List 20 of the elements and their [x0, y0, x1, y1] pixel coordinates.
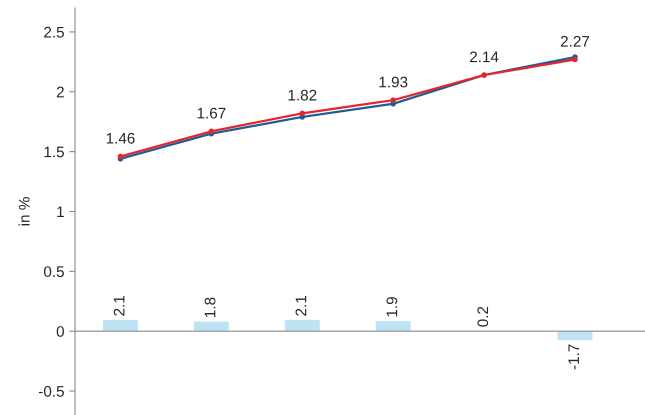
y-tick-label: 1 [57, 206, 64, 218]
y-tick-label: 2.5 [44, 26, 64, 38]
y-axis-title: in % [18, 197, 30, 226]
data-label: -1.7 [568, 344, 579, 370]
y-tick-label: 2 [56, 86, 64, 98]
data-label: 2.1 [114, 296, 124, 316]
data-label: 1.93 [379, 76, 408, 88]
data-label: 2.14 [470, 51, 499, 62]
y-tick-label: 0.5 [44, 266, 64, 278]
y-tick-label: -0.5 [38, 386, 64, 397]
data-label: 1.9 [386, 297, 398, 316]
y-tick-label: 0 [56, 326, 64, 337]
data-label: 2.27 [560, 36, 590, 47]
data-label: 2.1 [296, 296, 306, 316]
data-label: 1.8 [204, 298, 216, 318]
data-label: 0.2 [477, 306, 488, 327]
y-tick-label: 1.5 [44, 146, 64, 158]
data-label: 1.67 [198, 108, 226, 119]
data-label: 1.46 [106, 132, 135, 144]
data-label: 1.82 [288, 90, 316, 101]
